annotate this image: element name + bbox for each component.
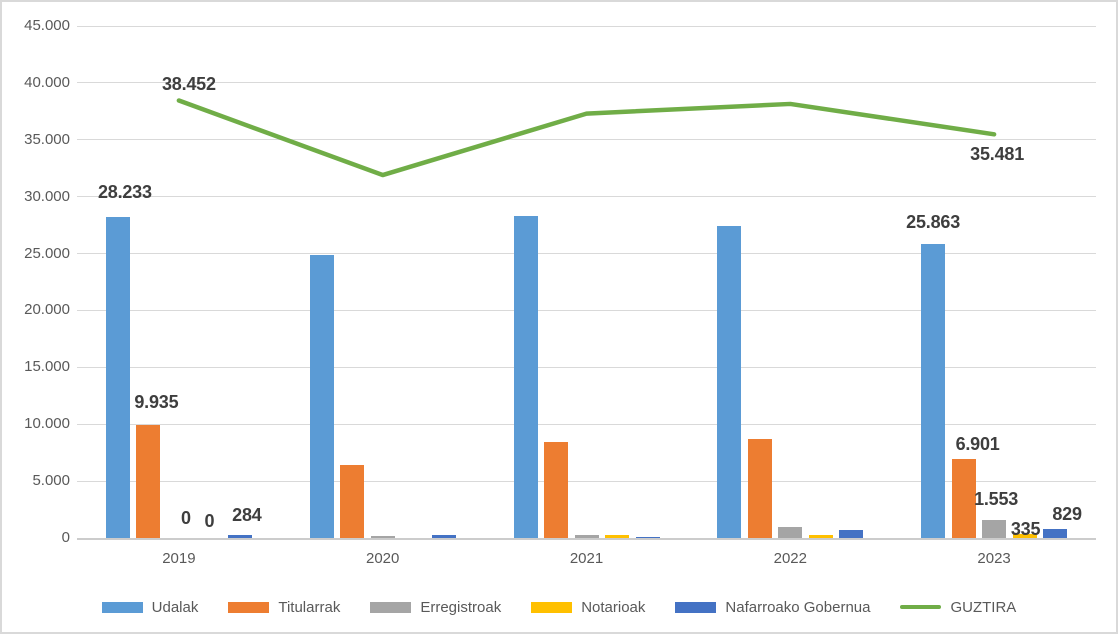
- legend-swatch-titularrak: [228, 601, 270, 613]
- gridline: [77, 309, 1096, 311]
- legend-swatch-erregistroak: [370, 601, 412, 613]
- x-axis-label: 2021: [569, 550, 604, 567]
- legend-item-notarioak: Notarioak: [531, 599, 645, 616]
- y-axis-label: 40.000: [24, 73, 70, 91]
- bar-erregistroak-2023: [982, 520, 1007, 538]
- bar-notarioak-2023: [1012, 534, 1037, 538]
- legend-item-guztira: GUZTIRA: [900, 599, 1016, 616]
- data-label-erregistroak-2019: 0: [180, 508, 191, 528]
- gridline: [77, 139, 1096, 141]
- legend-label: Nafarroako Gobernua: [725, 598, 871, 616]
- bar-nafarroako-gobernua-2020: [431, 535, 456, 538]
- bar-titularrak-2021: [544, 442, 568, 538]
- legend-swatch-guztira: [900, 605, 942, 609]
- bar-titularrak-2019: [136, 424, 161, 538]
- data-label-titularrak-2019: 9.935: [134, 391, 179, 412]
- bar-udalak-2023: [921, 243, 946, 538]
- bar-udalak-2021: [513, 216, 538, 538]
- legend: Udalak Titularrak Erregistroak Notarioak Naf…: [2, 594, 1116, 620]
- legend-label: GUZTIRA: [950, 598, 1017, 616]
- bar-nafarroako-gobernua-2019: [227, 534, 252, 538]
- x-axis-label: 2019: [162, 550, 196, 567]
- gridline: [77, 82, 1096, 84]
- bar-titularrak-2023: [951, 459, 976, 538]
- y-axis-label: 0: [61, 529, 70, 546]
- bar-titularrak-2020: [340, 465, 365, 538]
- legend-swatch-nafarroako-gobernua: [675, 601, 717, 613]
- y-axis-label: 15.000: [24, 358, 70, 376]
- gridline: [77, 25, 1096, 27]
- bar-erregistroak-2020: [370, 536, 395, 538]
- y-axis-label: 10.000: [24, 415, 70, 433]
- x-axis-label: 2023: [977, 550, 1011, 567]
- legend-swatch-notarioak: [531, 601, 573, 613]
- y-axis-label: 45.000: [24, 17, 70, 34]
- x-axis-label: 2022: [773, 550, 807, 567]
- gridline: [77, 480, 1096, 482]
- gridline: [77, 423, 1096, 425]
- bar-titularrak-2022: [747, 438, 772, 538]
- y-axis-label: 5.000: [32, 472, 70, 490]
- data-label-notarioak-2023: 335: [1010, 519, 1041, 540]
- legend-item-udalak: Udalak: [101, 598, 199, 616]
- y-axis-label: 25.000: [24, 244, 70, 262]
- y-axis-label: 30.000: [24, 187, 70, 205]
- x-axis-label: 2020: [366, 550, 400, 567]
- bar-notarioak-2021: [605, 535, 629, 538]
- bar-udalak-2020: [309, 254, 334, 538]
- legend-item-nafarroako-gobernua: Nafarroako Gobernua: [675, 599, 870, 616]
- bar-nafarroako-gobernua-2021: [635, 536, 660, 538]
- data-label-nafarroako-gobernua-2019: 284: [232, 504, 262, 525]
- bar-nafarroako-gobernua-2023: [1043, 528, 1068, 538]
- data-label-erregistroak-2023: 1.553: [974, 489, 1019, 510]
- data-label-notarioak-2019: 0: [204, 511, 215, 531]
- legend-label: Notarioak: [581, 598, 646, 616]
- gridline: [77, 253, 1096, 255]
- data-label-udalak-2019: 28.233: [97, 181, 152, 202]
- legend-label: Udalak: [151, 598, 199, 616]
- data-label-guztira-2019: 38.452: [161, 73, 216, 94]
- y-axis-label: 35.000: [24, 130, 70, 148]
- bar-erregistroak-2022: [778, 526, 803, 538]
- legend-label: Titularrak: [278, 598, 341, 616]
- bar-udalak-2022: [717, 225, 742, 538]
- legend-label: Erregistroak: [420, 598, 502, 616]
- x-axis-line: [77, 538, 1096, 540]
- data-label-titularrak-2023: 6.901: [955, 434, 1000, 455]
- bar-erregistroak-2021: [574, 535, 599, 538]
- legend-swatch-udalak: [101, 601, 143, 613]
- bar-nafarroako-gobernua-2022: [839, 529, 864, 538]
- legend-item-titularrak: Titularrak: [228, 599, 340, 616]
- data-label-nafarroako-gobernua-2023: 829: [1052, 503, 1082, 524]
- legend-item-erregistroak: Erregistroak: [370, 599, 501, 616]
- bar-notarioak-2022: [808, 534, 833, 538]
- bar-udalak-2019: [105, 216, 130, 538]
- data-label-udalak-2023: 25.863: [906, 211, 961, 232]
- gridline: [77, 366, 1096, 368]
- data-label-guztira-2023: 35.481: [970, 144, 1025, 165]
- gridline: [77, 196, 1096, 198]
- y-axis-label: 20.000: [24, 301, 70, 319]
